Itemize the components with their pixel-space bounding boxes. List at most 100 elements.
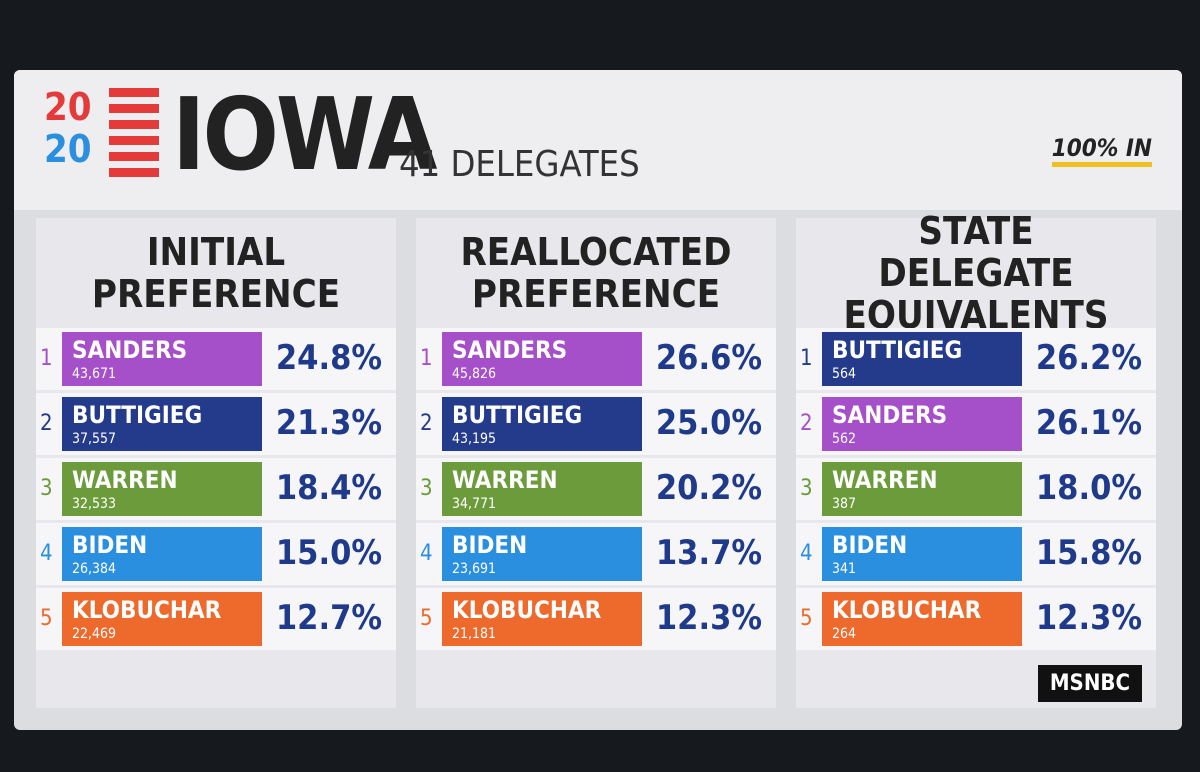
candidate-row: 5 KLOBUCHAR 22,469 12.7% xyxy=(36,588,396,650)
candidate-row: 1 BUTTIGIEG 564 26.2% xyxy=(796,328,1156,390)
vote-count: 43,671 xyxy=(72,366,117,382)
header: 20 20 IOWA 41 DELEGATES 100% IN xyxy=(14,70,1182,210)
candidate-row: 4 BIDEN 23,691 13.7% xyxy=(416,523,776,585)
results-panel: REALLOCATED PREFERENCE 1 SANDERS 45,826 26.6… xyxy=(416,218,776,708)
rank: 5 xyxy=(800,606,813,631)
candidate-name: WARREN xyxy=(72,466,178,494)
candidate-box: KLOBUCHAR 22,469 xyxy=(62,592,262,646)
rank: 1 xyxy=(40,346,53,371)
candidate-row: 4 BIDEN 26,384 15.0% xyxy=(36,523,396,585)
rank: 4 xyxy=(420,541,433,566)
candidate-box: WARREN 34,771 xyxy=(442,462,642,516)
flag-stripes xyxy=(109,88,159,180)
candidate-box: SANDERS 43,671 xyxy=(62,332,262,386)
rank: 4 xyxy=(800,541,813,566)
rank: 1 xyxy=(800,346,813,371)
candidate-name: WARREN xyxy=(832,466,938,494)
candidate-row: 2 BUTTIGIEG 37,557 21.3% xyxy=(36,393,396,455)
rank: 5 xyxy=(420,606,433,631)
year-top: 20 xyxy=(44,85,92,129)
reporting: 100% IN xyxy=(1051,134,1152,167)
logo: MSNBC xyxy=(1037,665,1142,702)
candidate-box: BIDEN 26,384 xyxy=(62,527,262,581)
percentage: 18.0% xyxy=(1035,468,1142,508)
candidate-name: KLOBUCHAR xyxy=(452,596,602,624)
vote-count: 264 xyxy=(832,626,857,642)
candidate-name: BUTTIGIEG xyxy=(832,336,963,364)
vote-count: 562 xyxy=(832,431,857,447)
percentage: 21.3% xyxy=(275,403,382,443)
percentage: 26.2% xyxy=(1035,338,1142,378)
percentage: 15.8% xyxy=(1035,533,1142,573)
candidate-name: BIDEN xyxy=(72,531,148,559)
title: IOWA xyxy=(172,76,437,193)
rank: 1 xyxy=(420,346,433,371)
candidate-name: SANDERS xyxy=(832,401,948,429)
candidate-name: BUTTIGIEG xyxy=(72,401,203,429)
rank: 5 xyxy=(40,606,53,631)
candidate-row: 2 SANDERS 562 26.1% xyxy=(796,393,1156,455)
vote-count: 26,384 xyxy=(72,561,117,577)
vote-count: 21,181 xyxy=(452,626,497,642)
percentage: 12.3% xyxy=(655,598,762,638)
candidate-box: BUTTIGIEG 564 xyxy=(822,332,1022,386)
percentage: 15.0% xyxy=(275,533,382,573)
candidate-box: BUTTIGIEG 37,557 xyxy=(62,397,262,451)
vote-count: 34,771 xyxy=(452,496,497,512)
candidate-name: SANDERS xyxy=(72,336,188,364)
candidate-row: 5 KLOBUCHAR 264 12.3% xyxy=(796,588,1156,650)
candidate-row: 1 SANDERS 43,671 24.8% xyxy=(36,328,396,390)
percentage: 26.6% xyxy=(655,338,762,378)
percentage: 12.7% xyxy=(275,598,382,638)
percentage: 13.7% xyxy=(655,533,762,573)
rank: 3 xyxy=(40,476,53,501)
year-bottom: 20 xyxy=(44,127,92,171)
candidate-row: 1 SANDERS 45,826 26.6% xyxy=(416,328,776,390)
candidate-box: SANDERS 45,826 xyxy=(442,332,642,386)
vote-count: 22,469 xyxy=(72,626,117,642)
rank: 3 xyxy=(420,476,433,501)
rank: 2 xyxy=(800,411,813,436)
rank: 2 xyxy=(420,411,433,436)
candidate-row: 2 BUTTIGIEG 43,195 25.0% xyxy=(416,393,776,455)
panel-title: REALLOCATED PREFERENCE xyxy=(460,230,732,316)
candidate-box: WARREN 387 xyxy=(822,462,1022,516)
candidate-name: WARREN xyxy=(452,466,558,494)
percentage: 25.0% xyxy=(655,403,762,443)
vote-count: 387 xyxy=(832,496,857,512)
candidate-box: KLOBUCHAR 21,181 xyxy=(442,592,642,646)
candidate-row: 5 KLOBUCHAR 21,181 12.3% xyxy=(416,588,776,650)
vote-count: 32,533 xyxy=(72,496,117,512)
percentage: 26.1% xyxy=(1035,403,1142,443)
vote-count: 37,557 xyxy=(72,431,117,447)
subtitle: 41 DELEGATES xyxy=(399,144,640,185)
rank: 3 xyxy=(800,476,813,501)
candidate-name: BUTTIGIEG xyxy=(452,401,583,429)
candidate-row: 3 WARREN 34,771 20.2% xyxy=(416,458,776,520)
percentage: 18.4% xyxy=(275,468,382,508)
candidate-name: SANDERS xyxy=(452,336,568,364)
panel-title: STATE DELEGATE EQUIVALENTS xyxy=(843,209,1109,337)
vote-count: 564 xyxy=(832,366,857,382)
candidate-row: 3 WARREN 32,533 18.4% xyxy=(36,458,396,520)
candidate-box: KLOBUCHAR 264 xyxy=(822,592,1022,646)
candidate-box: BUTTIGIEG 43,195 xyxy=(442,397,642,451)
candidate-name: KLOBUCHAR xyxy=(72,596,222,624)
results-panel: INITIAL PREFERENCE 1 SANDERS 43,671 24.8% 2 BU… xyxy=(36,218,396,708)
results-panel: STATE DELEGATE EQUIVALENTS 1 BUTTIGIEG 564 2… xyxy=(796,209,1156,708)
candidate-box: WARREN 32,533 xyxy=(62,462,262,516)
candidate-name: KLOBUCHAR xyxy=(832,596,982,624)
candidate-name: BIDEN xyxy=(832,531,908,559)
candidate-box: BIDEN 23,691 xyxy=(442,527,642,581)
candidate-box: SANDERS 562 xyxy=(822,397,1022,451)
candidate-box: BIDEN 341 xyxy=(822,527,1022,581)
candidate-name: BIDEN xyxy=(452,531,528,559)
percentage: 12.3% xyxy=(1035,598,1142,638)
tv-screen: 20 20 IOWA 41 DELEGATES 100% IN INITIAL … xyxy=(14,70,1182,730)
candidate-row: 4 BIDEN 341 15.8% xyxy=(796,523,1156,585)
candidate-row: 3 WARREN 387 18.0% xyxy=(796,458,1156,520)
rank: 2 xyxy=(40,411,53,436)
vote-count: 45,826 xyxy=(452,366,497,382)
panel-title: INITIAL PREFERENCE xyxy=(91,230,341,316)
